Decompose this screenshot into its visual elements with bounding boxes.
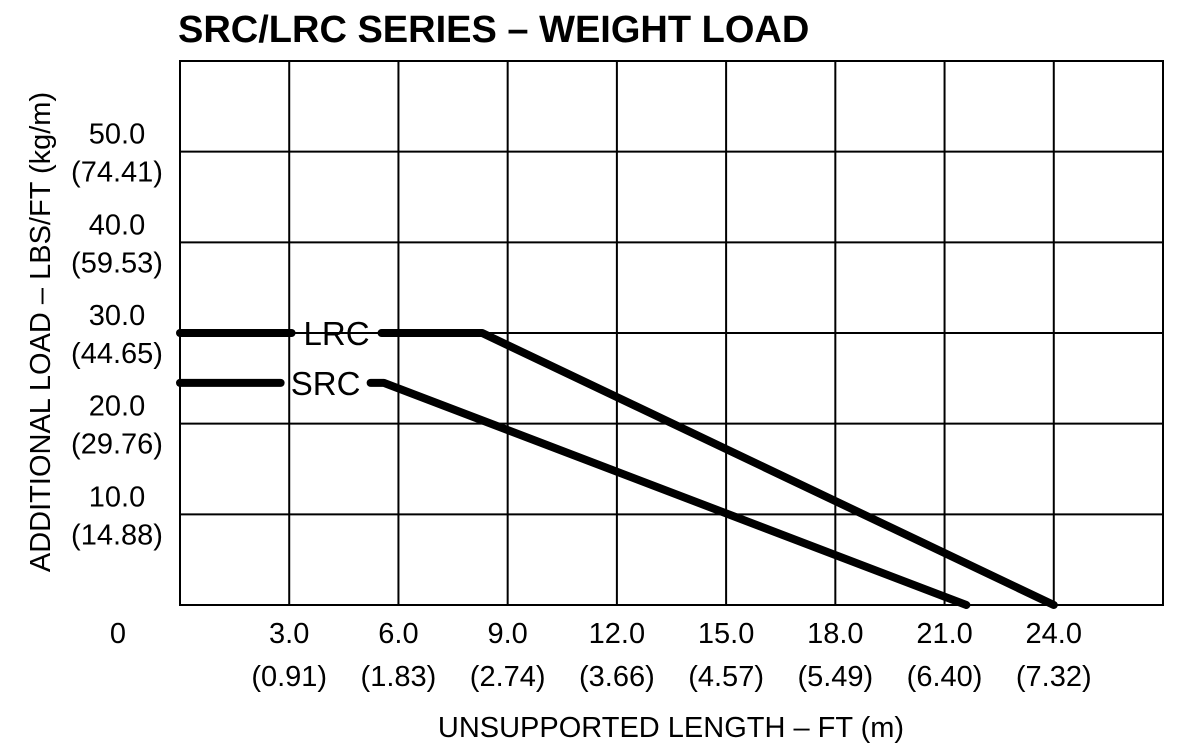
x-tick-label: 15.0 — [698, 618, 754, 650]
y-tick-label: 40.0 — [89, 209, 145, 241]
x-tick-sublabel: (7.32) — [1016, 661, 1092, 693]
series-line-src — [366, 378, 971, 609]
x-tick-label: 12.0 — [589, 618, 645, 650]
x-tick-label: 9.0 — [488, 618, 528, 650]
x-tick-sublabel: (2.74) — [470, 661, 546, 693]
y-tick-label: 10.0 — [89, 481, 145, 513]
x-tick-sublabel: (3.66) — [579, 661, 655, 693]
y-tick-label: 30.0 — [89, 300, 145, 332]
series-lines — [176, 329, 1058, 609]
x-tick-label: 18.0 — [807, 618, 863, 650]
x-tick-label: 21.0 — [916, 618, 972, 650]
series-labels: LRC SRC — [291, 315, 370, 402]
x-tick-sublabel: (0.91) — [251, 661, 327, 693]
x-tick-label: 24.0 — [1026, 618, 1082, 650]
grid — [179, 60, 1164, 606]
y-axis-label: ADDITIONAL LOAD – LBS/FT (kg/m) — [25, 92, 57, 572]
y-tick-sublabel: (44.65) — [71, 338, 163, 370]
x-tick-sublabel: (5.49) — [797, 661, 873, 693]
y-tick-sublabel: (29.76) — [71, 429, 163, 461]
x-tick-label: 3.0 — [269, 618, 309, 650]
x-axis-ticks: 3.0 (0.91) 6.0 (1.83) 9.0 (2.74) 12.0 (3.66) 15.… — [251, 618, 1091, 693]
series-label-lrc: LRC — [304, 315, 370, 352]
x-tick-sublabel: (4.57) — [688, 661, 764, 693]
x-axis-label: UNSUPPORTED LENGTH – FT (m) — [438, 712, 904, 744]
y-tick-label: 50.0 — [89, 119, 145, 151]
series-line-lrc — [377, 329, 1058, 609]
origin-label: 0 — [110, 618, 126, 650]
y-tick-sublabel: (14.88) — [71, 519, 163, 551]
y-axis-ticks: 10.0 (14.88) 20.0 (29.76) 30.0 (44.65) 40.0 (59… — [71, 119, 163, 552]
x-tick-sublabel: (6.40) — [907, 661, 983, 693]
y-tick-sublabel: (59.53) — [71, 247, 163, 279]
chart-title: SRC/LRC SERIES – WEIGHT LOAD — [178, 9, 809, 51]
series-label-src: SRC — [291, 365, 361, 402]
y-tick-label: 20.0 — [89, 391, 145, 423]
x-tick-sublabel: (1.83) — [361, 661, 437, 693]
x-tick-label: 6.0 — [378, 618, 418, 650]
y-tick-sublabel: (74.41) — [71, 157, 163, 189]
